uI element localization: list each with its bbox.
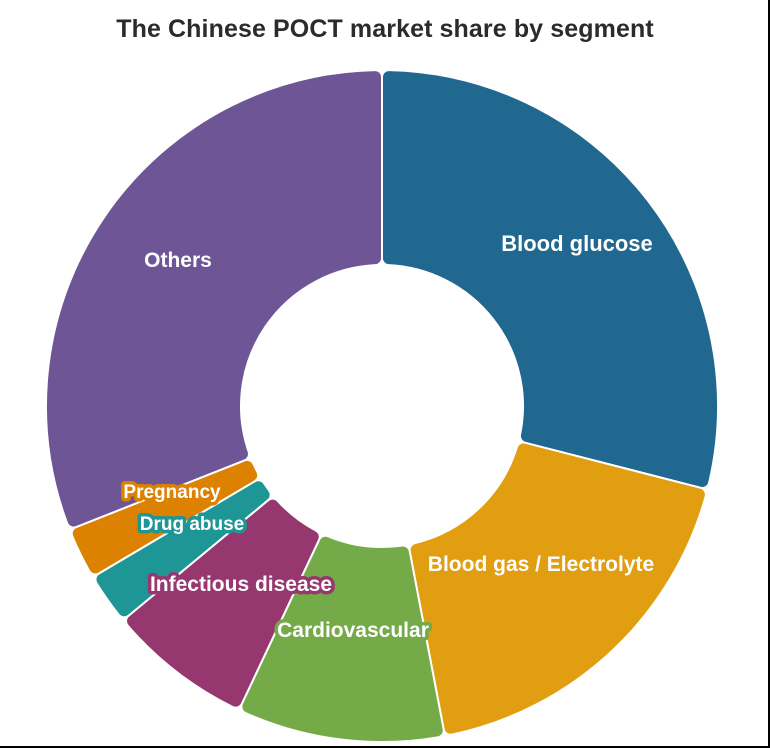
svg-text:Blood glucose: Blood glucose [501, 231, 653, 256]
svg-text:Drug abuse: Drug abuse [140, 514, 245, 535]
svg-text:Blood gas / Electrolyte: Blood gas / Electrolyte [428, 553, 654, 576]
svg-text:Cardiovascular: Cardiovascular [277, 619, 429, 642]
svg-text:Others: Others [144, 249, 212, 272]
svg-text:Infectious disease: Infectious disease [150, 573, 332, 596]
svg-text:Pregnancy: Pregnancy [123, 482, 221, 503]
